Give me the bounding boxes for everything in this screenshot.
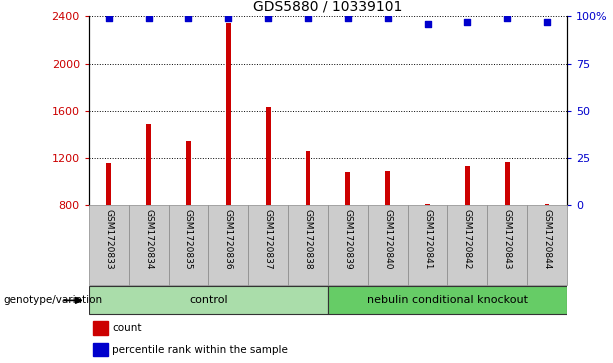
Text: GSM1720840: GSM1720840: [383, 209, 392, 270]
Bar: [89, 205, 129, 285]
Text: genotype/variation: genotype/variation: [3, 295, 102, 305]
Bar: [208, 205, 248, 285]
Bar: [89, 286, 328, 314]
Text: GSM1720843: GSM1720843: [503, 209, 512, 270]
Bar: [545, 204, 549, 205]
Bar: [328, 286, 567, 314]
Bar: [248, 205, 288, 285]
Point: [503, 15, 512, 21]
Text: GSM1720834: GSM1720834: [144, 209, 153, 270]
Bar: [107, 163, 111, 205]
Bar: [386, 171, 390, 205]
Text: nebulin conditional knockout: nebulin conditional knockout: [367, 295, 528, 305]
Bar: [129, 205, 169, 285]
Bar: [447, 205, 487, 285]
Point: [104, 15, 114, 21]
Bar: [505, 162, 509, 205]
Bar: [368, 205, 408, 285]
Text: GSM1720835: GSM1720835: [184, 209, 193, 270]
Text: GSM1720838: GSM1720838: [303, 209, 313, 270]
Bar: [346, 172, 350, 205]
Bar: [328, 205, 368, 285]
Bar: [306, 151, 310, 205]
Bar: [93, 322, 108, 335]
Bar: [147, 124, 151, 205]
Point: [423, 21, 433, 27]
Point: [463, 19, 473, 25]
Text: GSM1720842: GSM1720842: [463, 209, 472, 269]
Text: GSM1720841: GSM1720841: [423, 209, 432, 270]
Text: GSM1720833: GSM1720833: [104, 209, 113, 270]
Point: [143, 15, 153, 21]
Text: GSM1720836: GSM1720836: [224, 209, 233, 270]
Bar: [226, 23, 230, 205]
Bar: [93, 343, 108, 356]
Bar: [288, 205, 328, 285]
Bar: [169, 205, 208, 285]
Bar: [465, 166, 470, 205]
Bar: [487, 205, 527, 285]
Title: GDS5880 / 10339101: GDS5880 / 10339101: [253, 0, 403, 14]
Text: count: count: [113, 323, 142, 333]
Bar: [266, 107, 270, 205]
Point: [542, 19, 552, 25]
Text: GSM1720844: GSM1720844: [543, 209, 552, 269]
Point: [264, 15, 273, 21]
Bar: [408, 205, 447, 285]
Text: percentile rank within the sample: percentile rank within the sample: [113, 345, 288, 355]
Point: [343, 15, 353, 21]
Bar: [425, 204, 430, 205]
Point: [184, 15, 194, 21]
Bar: [527, 205, 567, 285]
Point: [223, 15, 233, 21]
Bar: [186, 141, 191, 205]
Point: [383, 15, 392, 21]
Point: [303, 15, 313, 21]
Text: GSM1720839: GSM1720839: [343, 209, 352, 270]
Text: GSM1720837: GSM1720837: [264, 209, 273, 270]
Text: control: control: [189, 295, 228, 305]
